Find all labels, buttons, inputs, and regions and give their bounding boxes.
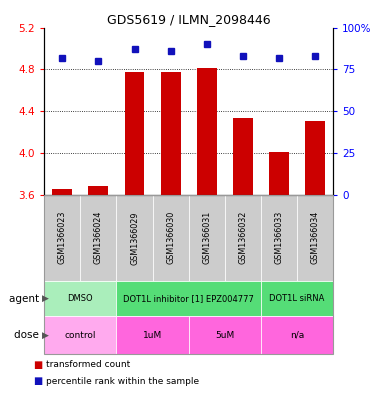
Text: GSM1366029: GSM1366029 (130, 211, 139, 264)
Text: GSM1366023: GSM1366023 (58, 211, 67, 264)
Text: percentile rank within the sample: percentile rank within the sample (46, 377, 199, 386)
Bar (125, 72, 144, 195)
Bar (161, 72, 181, 195)
Text: ▶: ▶ (42, 331, 49, 340)
Bar (44, 195, 80, 281)
Text: GSM1366032: GSM1366032 (238, 211, 247, 264)
Text: agent: agent (9, 294, 42, 304)
Bar (261, 316, 333, 354)
Bar (116, 195, 152, 281)
Bar (305, 121, 325, 195)
Bar (233, 118, 253, 195)
Text: GSM1366034: GSM1366034 (310, 211, 320, 264)
Bar (80, 195, 116, 281)
Bar (116, 316, 189, 354)
Text: GSM1366031: GSM1366031 (202, 211, 211, 264)
Text: DOT1L siRNA: DOT1L siRNA (269, 294, 325, 303)
Bar (225, 195, 261, 281)
Bar (52, 189, 72, 195)
Bar (116, 281, 261, 316)
Text: ■: ■ (33, 376, 42, 386)
Bar (189, 316, 261, 354)
Bar (261, 195, 297, 281)
Text: control: control (65, 331, 96, 340)
Bar (89, 186, 108, 195)
Bar (189, 195, 225, 281)
Bar (197, 68, 217, 195)
Bar (44, 281, 116, 316)
Text: ▶: ▶ (42, 294, 49, 303)
Text: dose: dose (14, 330, 42, 340)
Bar (297, 195, 333, 281)
Text: GSM1366033: GSM1366033 (275, 211, 283, 264)
Text: 1uM: 1uM (143, 331, 162, 340)
Title: GDS5619 / ILMN_2098446: GDS5619 / ILMN_2098446 (107, 13, 270, 26)
Text: GSM1366024: GSM1366024 (94, 211, 103, 264)
Bar (269, 152, 289, 195)
Text: n/a: n/a (290, 331, 304, 340)
Bar (261, 281, 333, 316)
Bar (152, 195, 189, 281)
Bar (44, 316, 116, 354)
Text: ■: ■ (33, 360, 42, 370)
Text: DOT1L inhibitor [1] EPZ004777: DOT1L inhibitor [1] EPZ004777 (123, 294, 254, 303)
Text: transformed count: transformed count (46, 360, 131, 369)
Text: GSM1366030: GSM1366030 (166, 211, 175, 264)
Text: 5uM: 5uM (215, 331, 234, 340)
Text: DMSO: DMSO (67, 294, 93, 303)
